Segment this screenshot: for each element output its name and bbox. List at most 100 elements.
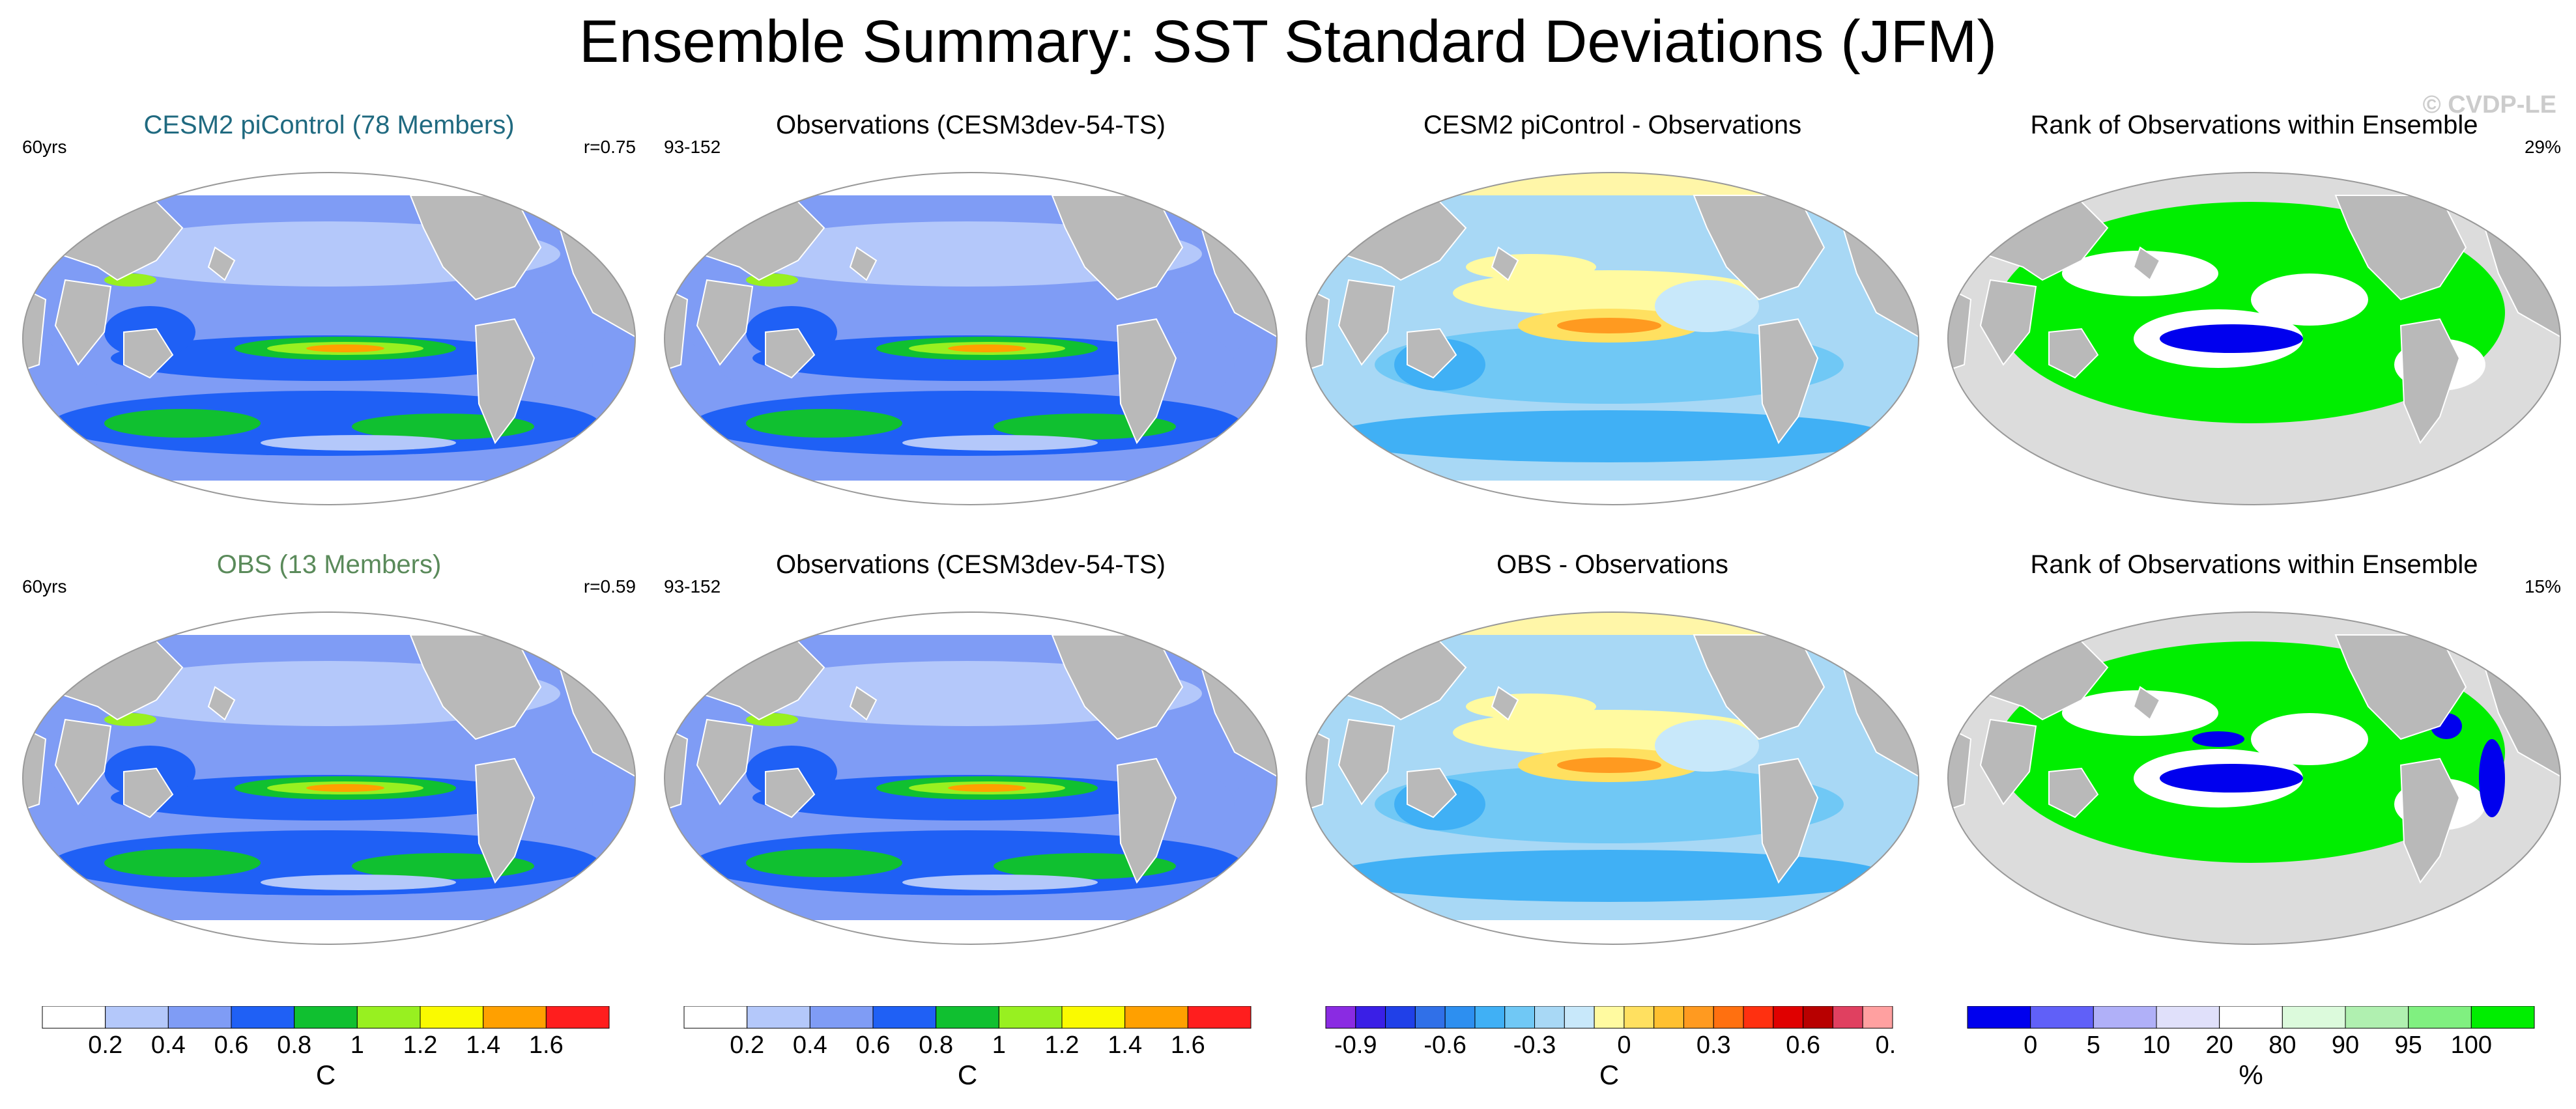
map-globe xyxy=(1947,611,2561,945)
field-contour xyxy=(1557,318,1661,333)
colorbar-tick-label: 0.8 xyxy=(919,1032,953,1058)
polar-cap xyxy=(665,612,1277,635)
colorbar-tick-label: 80 xyxy=(2268,1032,2296,1058)
colorbar-tick-label: 1.4 xyxy=(466,1032,500,1058)
land-mass xyxy=(1338,718,1395,806)
polar-cap xyxy=(1948,920,2560,944)
colorbar-swatch xyxy=(1713,1006,1744,1029)
panel-stat-label: 29% xyxy=(2524,137,2561,157)
field-contour xyxy=(306,784,384,792)
colorbar-tick-label: 0.9 xyxy=(1876,1032,1896,1058)
colorbar-swatch xyxy=(545,1006,610,1029)
colorbar: 0.2 0.4 0.6 0.8 1 1.2 1.4 1.6 C xyxy=(39,1006,612,1104)
panel-title: CESM2 piControl - Observations xyxy=(1423,111,1802,139)
land-mass xyxy=(2132,246,2161,281)
land-mass xyxy=(207,686,236,721)
colorbar-tick-label: 0.6 xyxy=(214,1032,249,1058)
field-contour xyxy=(1329,410,1889,462)
panel-title: Rank of Observations within Ensemble xyxy=(2030,111,2478,139)
field-contour xyxy=(694,391,1241,456)
polar-cap xyxy=(23,173,635,195)
colorbar-swatch xyxy=(1385,1006,1416,1029)
land-mass xyxy=(1116,318,1177,444)
polar-cap xyxy=(1306,920,1919,944)
field-contour xyxy=(2160,324,2303,353)
globe-outline xyxy=(1306,172,1919,505)
field-contour xyxy=(2062,690,2218,736)
figure-title: Ensemble Summary: SST Standard Deviation… xyxy=(579,8,1997,75)
land-mass xyxy=(123,328,174,379)
colorbar-tick-label: 1.2 xyxy=(403,1032,438,1058)
panel-title: OBS - Observations xyxy=(1496,550,1728,579)
panel-title: Observations (CESM3dev-54-TS) xyxy=(776,111,1166,139)
land-mass xyxy=(2399,757,2461,884)
colorbar-swatch xyxy=(1124,1006,1188,1029)
field-contour xyxy=(694,830,1241,895)
land-mass xyxy=(1979,279,2037,366)
colorbar-ramp: -0.9 -0.6 -0.3 0 0.3 0.6 0.9 xyxy=(1325,1006,1896,1058)
land-mass xyxy=(54,718,112,806)
colorbar-swatch xyxy=(1414,1006,1446,1029)
field-contour xyxy=(2062,251,2218,296)
map-globe xyxy=(22,172,636,505)
colorbar-swatch xyxy=(1355,1006,1386,1029)
land-mass xyxy=(54,279,112,366)
polar-cap xyxy=(1306,481,1919,505)
panel-title: Observations (CESM3dev-54-TS) xyxy=(776,550,1166,579)
panel-period-label: 60yrs xyxy=(22,576,67,597)
colorbar-swatch xyxy=(167,1006,232,1029)
colorbar-tick-label: 0.2 xyxy=(730,1032,764,1058)
colorbar-swatch xyxy=(42,1006,106,1029)
field-contour xyxy=(261,435,456,451)
panel-period-label: 93-152 xyxy=(664,137,721,157)
field-contour xyxy=(1375,765,1844,843)
field-contour xyxy=(1655,280,1759,332)
colorbar-swatch xyxy=(1534,1006,1565,1029)
colorbar-tick-label: 0.4 xyxy=(151,1032,186,1058)
colorbar-tick-label: 10 xyxy=(2143,1032,2170,1058)
field-contour xyxy=(1557,757,1661,773)
polar-cap xyxy=(665,173,1277,195)
colorbar-swatch xyxy=(294,1006,358,1029)
watermark: © CVDP-LE xyxy=(2422,91,2556,119)
colorbar-swatch xyxy=(1773,1006,1804,1029)
colorbar-tick-label: 1 xyxy=(992,1032,1006,1058)
land-mass xyxy=(474,318,536,444)
map-globe xyxy=(664,172,1278,505)
field-contour xyxy=(1655,720,1759,772)
land-mass xyxy=(1407,767,1457,819)
field-contour xyxy=(306,344,384,352)
land-mass xyxy=(1338,279,1395,366)
colorbar-unit-label: C xyxy=(1599,1060,1620,1090)
land-mass xyxy=(1116,757,1177,884)
land-mass xyxy=(123,767,174,819)
colorbar-swatch xyxy=(1743,1006,1774,1029)
field-contour xyxy=(902,435,1098,451)
colorbar-tick-label: 90 xyxy=(2332,1032,2359,1058)
colorbar-tick-label: 0.8 xyxy=(277,1032,311,1058)
colorbar-unit-label: C xyxy=(957,1060,978,1090)
colorbar-unit-label: C xyxy=(315,1060,336,1090)
land-mass xyxy=(849,246,878,281)
map-panel: CESM2 piControl (78 Members) 60yrs r=0.75 xyxy=(13,111,645,527)
colorbar-tick-label: 1.6 xyxy=(529,1032,564,1058)
colorbar-tick-label: 0.3 xyxy=(1696,1032,1731,1058)
land-mass xyxy=(1758,318,1819,444)
field-contour xyxy=(2251,713,2368,765)
colorbar-swatch xyxy=(936,1006,999,1029)
field-contour xyxy=(1329,850,1889,902)
polar-cap xyxy=(1948,481,2560,505)
colorbar-swatch xyxy=(872,1006,937,1029)
polar-cap xyxy=(665,920,1277,944)
panel-title: CESM2 piControl (78 Members) xyxy=(143,111,515,139)
colorbar-swatch xyxy=(420,1006,484,1029)
globe-outline xyxy=(1306,611,1919,945)
colorbar-tick-label: 20 xyxy=(2206,1032,2233,1058)
colorbar-tick-label: 1.4 xyxy=(1108,1032,1142,1058)
colorbar: 0.2 0.4 0.6 0.8 1 1.2 1.4 1.6 C xyxy=(681,1006,1254,1104)
panel-stat-label: r=0.75 xyxy=(583,137,636,157)
colorbar-tick-label: -0.3 xyxy=(1513,1032,1556,1058)
colorbar-swatch xyxy=(483,1006,547,1029)
colorbar-swatch xyxy=(1474,1006,1506,1029)
field-contour xyxy=(261,875,456,890)
